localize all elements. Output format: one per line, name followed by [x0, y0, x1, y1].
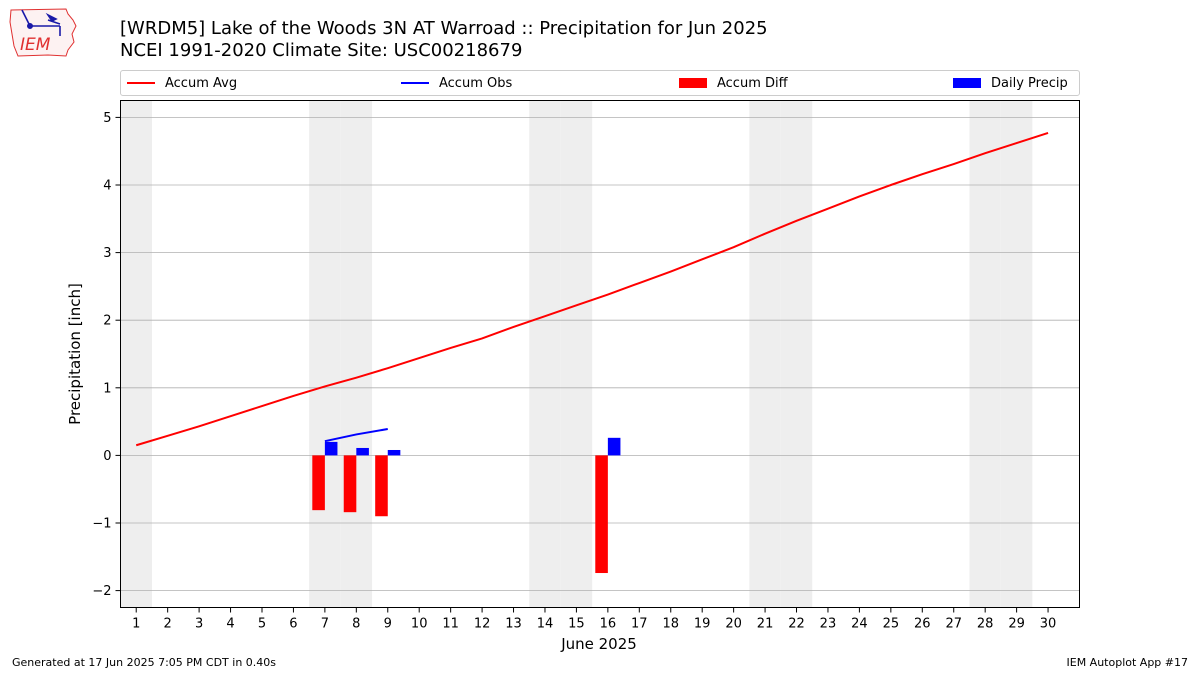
weekend-band	[529, 100, 561, 608]
gridlines	[120, 117, 1080, 591]
weekend-band	[560, 100, 593, 608]
legend-swatch-accum-diff	[679, 78, 707, 88]
x-tick-label: 24	[851, 617, 868, 632]
daily-precip-bar	[387, 449, 401, 456]
x-tick-label: 14	[537, 617, 554, 632]
iem-logo[interactable]: IEM	[8, 6, 80, 58]
accum-obs-line	[324, 428, 388, 443]
accum-avg-line	[135, 131, 1049, 447]
plot-frame	[120, 100, 1080, 608]
legend-item-accum-obs[interactable]: Accum Obs	[401, 74, 512, 92]
legend-label: Daily Precip	[991, 75, 1068, 91]
y-tick-label: 5	[103, 111, 111, 126]
accum-diff-bars	[312, 455, 608, 574]
x-tick-label: 8	[352, 617, 360, 632]
y-tick-label: −1	[92, 517, 111, 532]
chart-legend: Accum Avg Accum Obs Accum Diff Daily Pre…	[120, 70, 1080, 96]
x-tick-label: 9	[384, 617, 392, 632]
accum-diff-bar	[312, 455, 325, 511]
chart-title: [WRDM5] Lake of the Woods 3N AT Warroad …	[120, 18, 768, 39]
x-tick-label: 17	[631, 617, 648, 632]
legend-item-accum-diff[interactable]: Accum Diff	[679, 74, 788, 92]
x-tick-label: 15	[568, 617, 585, 632]
legend-swatch-daily-precip	[953, 78, 981, 88]
legend-item-daily-precip[interactable]: Daily Precip	[953, 74, 1068, 92]
x-tick-label: 26	[914, 617, 931, 632]
x-tick-label: 6	[289, 617, 297, 632]
x-tick-label: 29	[1008, 617, 1025, 632]
legend-label: Accum Avg	[165, 75, 238, 91]
x-tick-label: 25	[883, 617, 900, 632]
x-tick-label: 4	[226, 617, 234, 632]
accum-diff-bar	[343, 455, 357, 513]
weather-station-icon	[21, 9, 61, 36]
series-lines	[135, 131, 1049, 447]
legend-label: Accum Obs	[439, 75, 513, 91]
x-tick-label: 3	[195, 617, 203, 632]
x-tick-label: 7	[321, 617, 329, 632]
x-tick-label: 19	[694, 617, 711, 632]
legend-swatch-accum-obs	[401, 82, 429, 84]
x-tick-label: 12	[474, 617, 491, 632]
x-tick-label: 23	[820, 617, 837, 632]
daily-precip-bar	[607, 437, 621, 456]
x-tick-label: 5	[258, 617, 266, 632]
y-axis-label: Precipitation [inch]	[66, 283, 84, 425]
chart-subtitle: NCEI 1991-2020 Climate Site: USC00218679	[120, 40, 523, 61]
footer-app: IEM Autoplot App #17	[1066, 656, 1189, 669]
daily-precip-bars	[324, 437, 621, 456]
weekend-band	[1000, 100, 1033, 608]
y-tick-label: 4	[103, 179, 111, 194]
logo-text: IEM	[20, 35, 51, 55]
y-tick-label: 0	[103, 449, 111, 464]
y-tick-label: 3	[103, 246, 111, 261]
x-tick-label: 18	[662, 617, 679, 632]
x-tick-label: 21	[757, 617, 774, 632]
accum-diff-bar	[375, 455, 388, 517]
x-tick-label: 11	[442, 617, 459, 632]
weekend-band	[749, 100, 781, 608]
x-tick-label: 10	[411, 617, 428, 632]
weekend-bands	[120, 100, 1033, 608]
y-tick-label: 2	[103, 314, 111, 329]
accum-diff-bar	[595, 455, 608, 574]
weekend-band	[309, 100, 341, 608]
x-tick-label: 16	[600, 617, 617, 632]
y-tick-label: 1	[103, 381, 111, 396]
x-tick-label: 2	[164, 617, 172, 632]
legend-item-accum-avg[interactable]: Accum Avg	[127, 74, 237, 92]
x-tick-label: 22	[788, 617, 805, 632]
x-tick-label: 1	[132, 617, 140, 632]
x-tick-label: 27	[945, 617, 962, 632]
x-axis-label: June 2025	[560, 635, 637, 653]
legend-label: Accum Diff	[717, 75, 788, 91]
daily-precip-bar	[324, 441, 338, 456]
x-tick-label: 20	[725, 617, 742, 632]
legend-swatch-accum-avg	[127, 82, 155, 84]
weekend-band	[969, 100, 1001, 608]
x-tick-label: 30	[1040, 617, 1057, 632]
weekend-band	[340, 100, 373, 608]
weekend-band	[780, 100, 813, 608]
y-axis-ticks: −2 −1 0 1 2 3 4 5	[92, 111, 121, 599]
y-tick-label: −2	[92, 584, 111, 599]
daily-precip-bar	[356, 447, 369, 456]
x-tick-label: 13	[505, 617, 522, 632]
footer-generated: Generated at 17 Jun 2025 7:05 PM CDT in …	[12, 656, 277, 669]
weekend-band	[120, 100, 152, 608]
x-tick-label: 28	[977, 617, 994, 632]
x-axis-ticks: 1 2 3 4 5 6 7 8 9 10 11 12 13 14 15 16 17 18 19 20 21 22 23 24 2…	[132, 607, 1057, 632]
